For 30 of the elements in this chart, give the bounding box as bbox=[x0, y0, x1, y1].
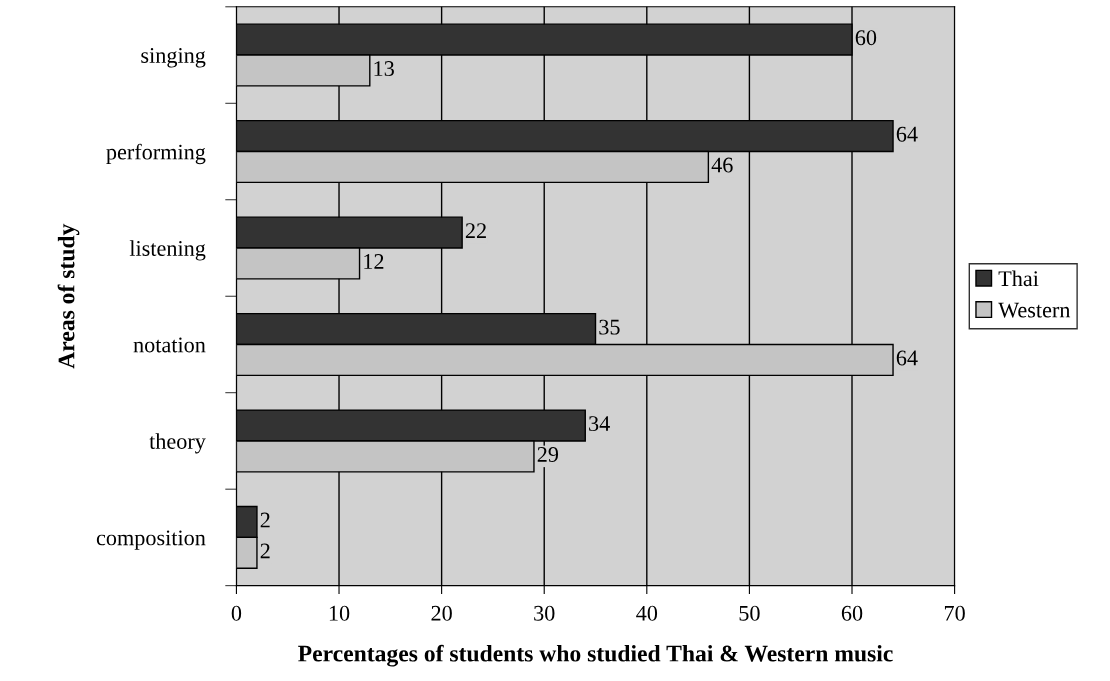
x-tick-label: 40 bbox=[636, 605, 658, 621]
y-tick-label: composition bbox=[96, 530, 206, 550]
data-label: 2 bbox=[260, 512, 270, 528]
x-tick-label: 50 bbox=[739, 605, 760, 621]
legend-label: Western bbox=[998, 302, 1071, 318]
y-tick-label: performing bbox=[106, 143, 206, 165]
legend-label: Thai bbox=[998, 270, 1039, 287]
y-axis-title: Areas of study bbox=[57, 223, 80, 369]
x-axis-title: Percentages of students who studied Thai & Western music bbox=[298, 644, 893, 667]
x-tick-label: 70 bbox=[944, 605, 965, 621]
x-tick-label: 10 bbox=[329, 605, 350, 621]
data-label: 46 bbox=[711, 157, 733, 173]
data-label: 60 bbox=[855, 30, 877, 46]
x-tick-label: 30 bbox=[534, 605, 555, 621]
x-tick-label: 0 bbox=[231, 605, 242, 621]
y-tick-label: listening bbox=[129, 240, 206, 261]
y-tick-label: notation bbox=[133, 337, 206, 353]
data-label: 22 bbox=[465, 223, 486, 238]
data-label: 12 bbox=[364, 254, 384, 269]
x-tick-label: 20 bbox=[431, 605, 452, 621]
y-tick-label: singing bbox=[141, 48, 206, 68]
data-label: 2 bbox=[260, 543, 270, 559]
data-label: 29 bbox=[537, 447, 559, 462]
data-label: 64 bbox=[896, 126, 918, 142]
data-label: 34 bbox=[589, 416, 610, 432]
data-label: 64 bbox=[896, 350, 918, 366]
data-label: 13 bbox=[374, 61, 394, 77]
data-label: 35 bbox=[599, 319, 620, 335]
x-tick-label: 60 bbox=[841, 605, 863, 621]
y-tick-label: theory bbox=[149, 433, 206, 454]
